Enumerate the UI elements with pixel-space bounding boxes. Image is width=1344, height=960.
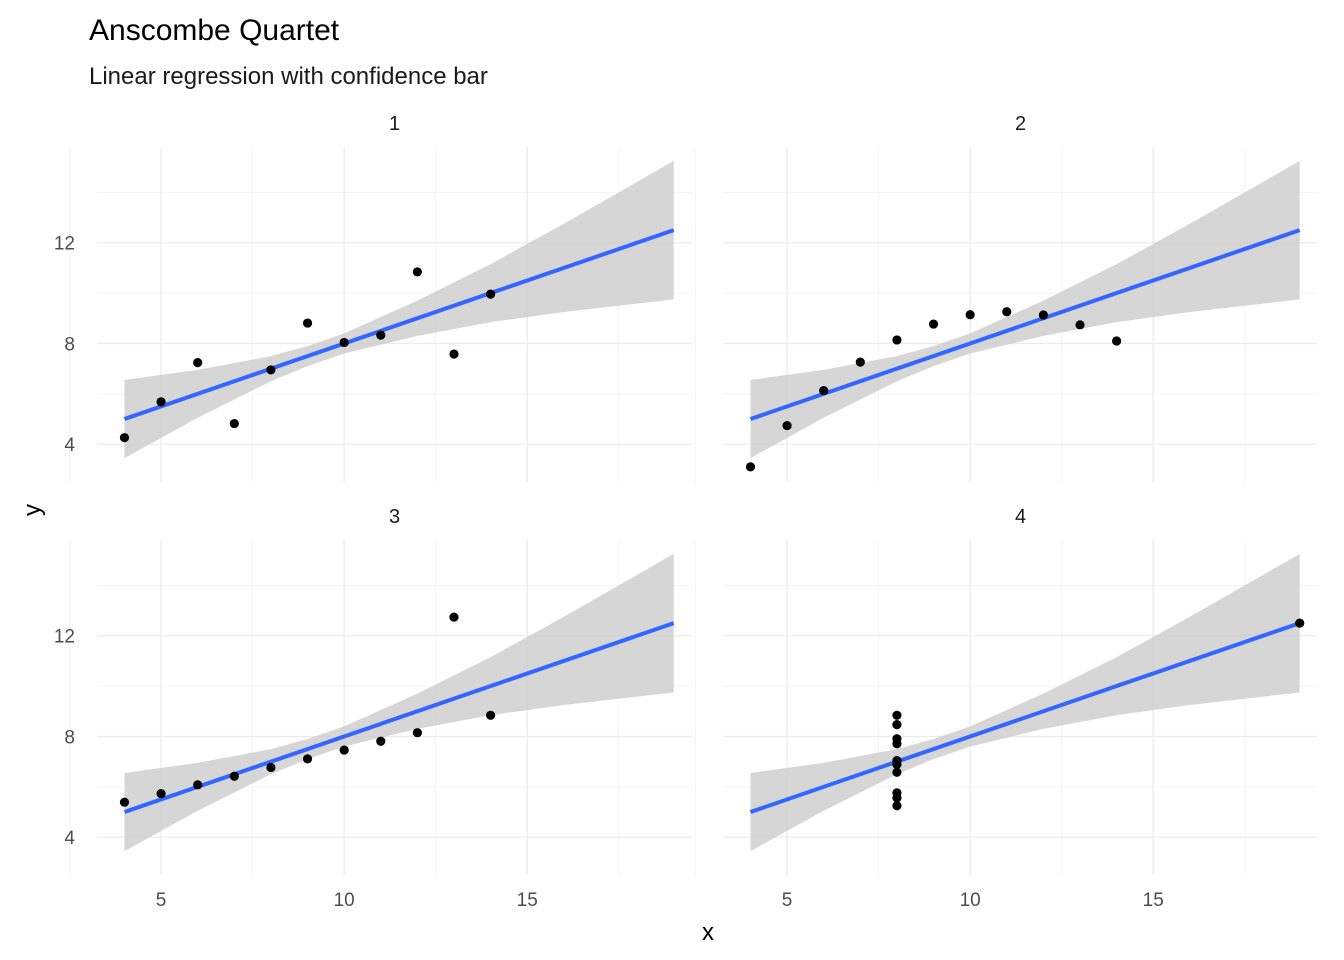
- y-tick-label: 4: [64, 828, 75, 849]
- facet-panel-4: 4 5 10 15: [695, 506, 1318, 911]
- data-point: [229, 418, 239, 429]
- data-point: [412, 267, 422, 277]
- confidence-band: [750, 160, 1300, 459]
- x-tick-label: 15: [517, 890, 538, 911]
- facet-panel-2: 2: [695, 113, 1318, 482]
- data-point: [892, 335, 902, 345]
- data-point: [892, 759, 902, 770]
- data-point: [302, 754, 313, 764]
- data-point: [412, 728, 422, 738]
- data-point: [119, 797, 130, 807]
- data-point: [376, 330, 386, 340]
- x-tick-label: 5: [156, 890, 167, 911]
- y-axis-title: y: [19, 504, 46, 516]
- x-axis-title: x: [702, 919, 714, 946]
- data-point: [486, 289, 496, 299]
- chart-subtitle: Linear regression with confidence bar: [89, 63, 488, 90]
- y-tick-label: 8: [64, 334, 75, 355]
- facet-strip-label: 2: [1015, 113, 1026, 135]
- y-tick-label: 4: [64, 435, 75, 456]
- y-tick-label: 8: [64, 727, 75, 748]
- data-point: [339, 337, 349, 348]
- data-point: [855, 357, 865, 367]
- data-point: [1002, 307, 1012, 317]
- x-tick-label: 5: [782, 890, 793, 911]
- facet-strip-label: 1: [389, 113, 400, 135]
- confidence-band: [124, 160, 674, 459]
- chart-title: Anscombe Quartet: [89, 14, 340, 47]
- data-point: [339, 745, 349, 755]
- data-point: [892, 734, 902, 744]
- data-point: [229, 771, 239, 781]
- data-point: [892, 801, 902, 811]
- data-point: [193, 780, 203, 790]
- data-point: [1295, 618, 1305, 628]
- data-point: [449, 349, 459, 359]
- data-point: [156, 397, 166, 407]
- data-point: [1112, 336, 1122, 346]
- data-point: [302, 318, 313, 328]
- data-point: [819, 385, 829, 396]
- x-tick-label: 15: [1143, 890, 1164, 911]
- data-point: [119, 433, 130, 443]
- regression-line: [123, 621, 675, 814]
- data-point: [376, 736, 386, 746]
- y-tick-label: 12: [54, 627, 75, 648]
- data-point: [892, 710, 902, 720]
- data-point: [266, 762, 276, 773]
- x-tick-label: 10: [334, 890, 355, 911]
- facet-panel-1: 1 4 8 12: [54, 113, 692, 482]
- y-tick-label: 12: [54, 234, 75, 255]
- data-point: [965, 310, 975, 320]
- confidence-band: [750, 553, 1300, 852]
- regression-line: [123, 228, 675, 421]
- data-point: [193, 358, 203, 368]
- data-point: [745, 462, 756, 472]
- facet-panels: 1 4 8 12 2 3 4 8 12 5 10 15 4 5 10 15: [54, 113, 1318, 911]
- confidence-band: [124, 553, 674, 852]
- data-point: [892, 767, 902, 777]
- data-point: [892, 720, 902, 730]
- data-point: [266, 365, 276, 375]
- facet-strip-label: 3: [389, 506, 400, 528]
- facet-strip-label: 4: [1015, 506, 1026, 528]
- facet-panel-3: 3 4 8 12 5 10 15: [54, 506, 692, 911]
- regression-line: [749, 228, 1301, 421]
- data-point: [782, 420, 792, 431]
- data-point: [1075, 320, 1085, 330]
- data-point: [486, 710, 496, 720]
- data-point: [156, 789, 166, 799]
- data-point: [928, 319, 939, 329]
- x-tick-label: 10: [960, 890, 981, 911]
- regression-line: [749, 621, 1301, 814]
- data-point: [449, 612, 459, 622]
- data-point: [892, 793, 902, 803]
- data-point: [1038, 310, 1048, 320]
